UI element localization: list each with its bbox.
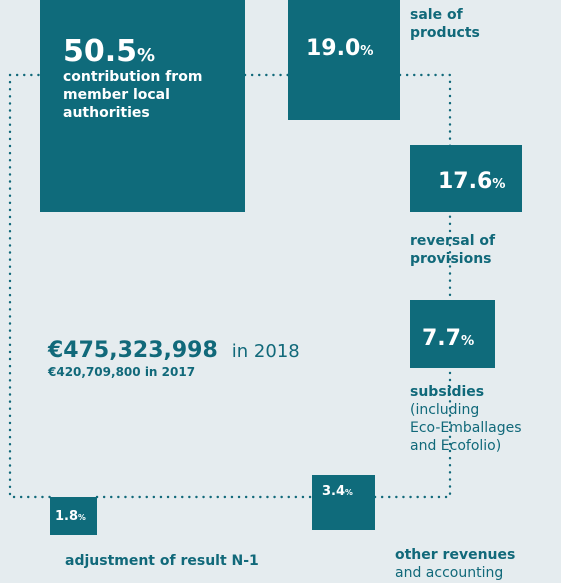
previous-amount: €420,709,800 (48, 365, 141, 379)
previous-year: in 2017 (144, 365, 196, 379)
value-number: 1.8 (55, 509, 79, 524)
value-text: 1.8% (55, 509, 86, 524)
label-name: authorities (63, 105, 150, 121)
value-number: 19.0 (306, 36, 361, 61)
label-detail: and accounting (395, 565, 504, 581)
item-label: sale of products (410, 6, 480, 42)
total-block: €475,323,998 in 2018 €420,709,800 in 201… (48, 338, 300, 379)
value-number: 7.7 (422, 326, 461, 351)
value-square: 19.0% (288, 0, 400, 120)
label-name: subsidies (410, 384, 485, 400)
total-year: in 2018 (231, 341, 300, 362)
percent-sign: % (492, 177, 506, 192)
value-square: 1.8% (50, 497, 97, 535)
item-label: subsidies (including Eco-Emballages and Eco… (410, 383, 522, 455)
label-name: provisions (410, 251, 492, 267)
value-number: 3.4 (322, 484, 346, 499)
item-label: reversal of provisions (410, 232, 495, 268)
percent-sign: % (137, 45, 156, 66)
value-square: 3.4% (312, 475, 375, 530)
total-amount: €475,323,998 (48, 338, 218, 363)
value-text: 19.0% (306, 36, 374, 61)
label-name: contribution from (63, 69, 203, 85)
value-square: 50.5% contribution from member local author… (40, 0, 245, 212)
value-number: 17.6 (438, 169, 493, 194)
percent-sign: % (345, 488, 353, 497)
label-detail: and Ecofolio) (410, 438, 502, 454)
label-name: member local (63, 87, 170, 103)
label-name: sale of (410, 7, 463, 23)
label-name: other revenues (395, 547, 516, 563)
label-name: adjustment of result N-1 (65, 553, 259, 569)
label-name: products (410, 25, 480, 41)
value-text: 50.5% (63, 34, 155, 69)
percent-sign: % (460, 334, 475, 349)
label-name: reversal of (410, 233, 496, 249)
value-square: 17.6% (410, 145, 522, 212)
item-label: contribution from member local authorities (63, 68, 202, 122)
percent-sign: % (78, 513, 86, 522)
value-text: 17.6% (438, 169, 506, 194)
value-text: 7.7% (422, 326, 474, 351)
value-text: 3.4% (322, 484, 353, 499)
percent-sign: % (360, 44, 374, 59)
value-square: 7.7% (410, 300, 495, 368)
item-label: adjustment of result N-1 (65, 552, 259, 570)
label-detail: (including (410, 402, 480, 418)
value-number: 50.5 (63, 34, 138, 69)
label-detail: Eco-Emballages (410, 420, 522, 436)
